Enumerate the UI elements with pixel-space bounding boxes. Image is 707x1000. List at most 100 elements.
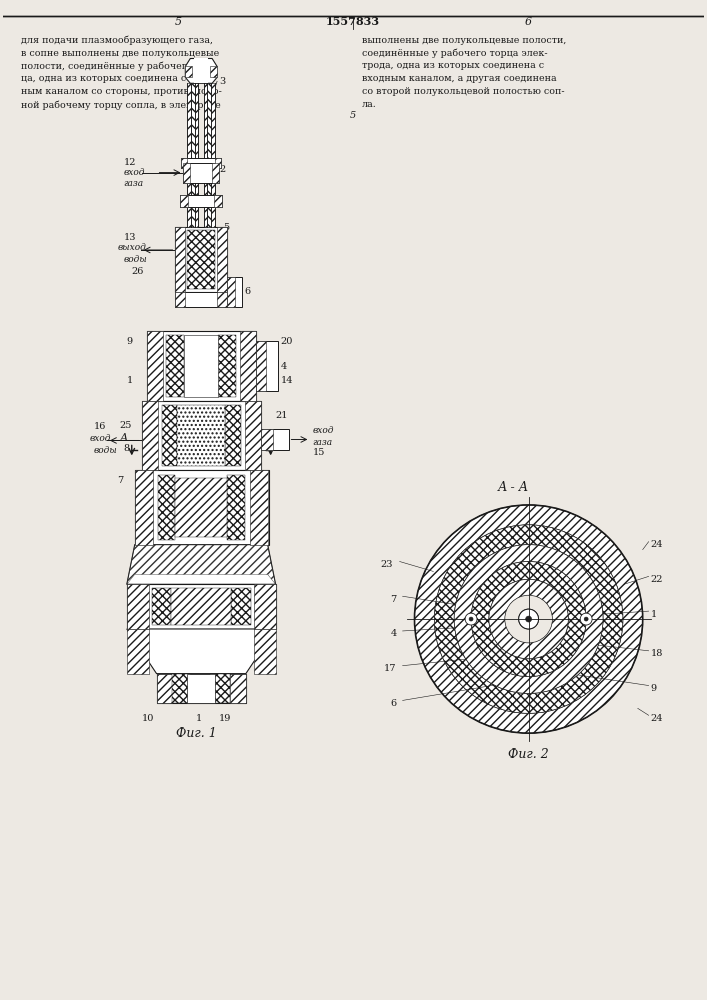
Text: 1557833: 1557833 <box>326 16 380 27</box>
Text: 9: 9 <box>650 684 657 693</box>
Circle shape <box>584 617 588 621</box>
Text: 4: 4 <box>281 362 287 371</box>
Text: ной рабочему торцу сопла, в электроде: ной рабочему торцу сопла, в электроде <box>21 100 221 110</box>
Text: 5: 5 <box>350 111 356 120</box>
Bar <box>175 227 227 292</box>
Wedge shape <box>454 545 603 693</box>
Text: газа: газа <box>124 179 144 188</box>
Text: Фиг. 2: Фиг. 2 <box>508 748 549 761</box>
Bar <box>217 292 227 307</box>
Text: ным каналом со стороны, противополо-: ным каналом со стороны, противополо- <box>21 87 221 96</box>
Bar <box>261 429 288 450</box>
Bar <box>127 584 276 629</box>
Bar <box>135 470 153 545</box>
Text: ла.: ла. <box>362 100 377 109</box>
Circle shape <box>519 609 539 629</box>
Bar <box>195 83 198 163</box>
Bar <box>210 66 217 77</box>
Text: вход: вход <box>312 426 334 435</box>
Circle shape <box>519 609 539 629</box>
Polygon shape <box>185 58 217 83</box>
Text: 13: 13 <box>124 233 136 242</box>
Text: А - А: А - А <box>498 481 530 494</box>
Bar <box>141 401 261 470</box>
Bar <box>175 478 227 537</box>
Text: Фиг. 1: Фиг. 1 <box>177 727 217 740</box>
Text: 22: 22 <box>650 575 663 584</box>
Text: вход: вход <box>90 434 112 443</box>
Text: со второй полукольцевой полостью соп-: со второй полукольцевой полостью соп- <box>362 87 565 96</box>
Bar <box>217 227 227 292</box>
Bar <box>250 470 268 545</box>
Text: 10: 10 <box>141 714 154 723</box>
Bar <box>207 83 211 163</box>
Bar <box>214 195 222 207</box>
Text: трода, одна из которых соединена с: трода, одна из которых соединена с <box>362 61 544 70</box>
Text: воды: воды <box>94 446 118 455</box>
Text: 1: 1 <box>197 714 202 723</box>
Circle shape <box>525 616 532 622</box>
Text: 9: 9 <box>127 337 133 346</box>
Text: 25: 25 <box>120 421 132 430</box>
Bar <box>175 292 227 307</box>
Bar <box>227 277 242 307</box>
Bar <box>215 158 221 168</box>
Wedge shape <box>414 505 643 733</box>
Text: А: А <box>274 433 283 443</box>
Bar <box>127 584 148 629</box>
Bar <box>227 475 245 540</box>
Polygon shape <box>127 545 276 584</box>
Bar <box>156 674 246 703</box>
Bar <box>146 331 256 401</box>
Text: 21: 21 <box>276 411 288 420</box>
Text: выполнены две полукольцевые полости,: выполнены две полукольцевые полости, <box>362 36 566 45</box>
Text: 1: 1 <box>650 610 657 619</box>
Text: выход: выход <box>118 243 147 252</box>
Bar <box>256 341 266 391</box>
Bar <box>195 183 198 227</box>
Bar <box>175 227 185 292</box>
Text: 24: 24 <box>650 714 663 723</box>
Bar <box>135 470 269 545</box>
Text: 5: 5 <box>175 17 182 27</box>
Bar <box>156 674 173 703</box>
Bar <box>225 405 241 466</box>
Bar <box>192 83 195 163</box>
Text: 26: 26 <box>132 267 144 276</box>
Text: 6: 6 <box>245 287 251 296</box>
Text: полости, соединённые у рабочего тор-: полости, соединённые у рабочего тор- <box>21 61 216 71</box>
Wedge shape <box>471 562 586 677</box>
Bar <box>204 83 207 163</box>
Bar <box>141 401 158 470</box>
Bar <box>183 163 219 183</box>
Circle shape <box>465 613 477 625</box>
Text: воды: воды <box>124 255 148 264</box>
Text: 8: 8 <box>124 444 130 453</box>
Bar <box>180 195 188 207</box>
Bar <box>254 584 276 629</box>
Bar <box>177 405 225 466</box>
Bar <box>175 292 185 307</box>
Bar <box>210 674 230 703</box>
Text: 3: 3 <box>219 77 226 86</box>
Bar <box>204 183 207 227</box>
Bar <box>227 277 235 307</box>
Bar <box>187 83 192 163</box>
Text: соединённые у рабочего торца элек-: соединённые у рабочего торца элек- <box>362 49 547 58</box>
Text: 6: 6 <box>525 17 532 27</box>
Bar <box>218 335 236 397</box>
Bar <box>261 429 273 450</box>
Wedge shape <box>489 579 568 659</box>
Text: ца, одна из которых соединена с вхо-: ца, одна из которых соединена с вхо- <box>21 74 209 83</box>
Bar <box>151 588 171 625</box>
Bar <box>240 331 256 401</box>
Bar <box>245 401 261 470</box>
Bar <box>212 163 219 183</box>
Bar <box>254 629 276 674</box>
Text: для подачи плазмообразующего газа,: для подачи плазмообразующего газа, <box>21 36 213 45</box>
Text: 17: 17 <box>384 664 397 673</box>
Text: 6: 6 <box>390 699 397 708</box>
Text: 20: 20 <box>281 337 293 346</box>
Text: 2: 2 <box>219 165 226 174</box>
Text: 16: 16 <box>94 422 107 431</box>
